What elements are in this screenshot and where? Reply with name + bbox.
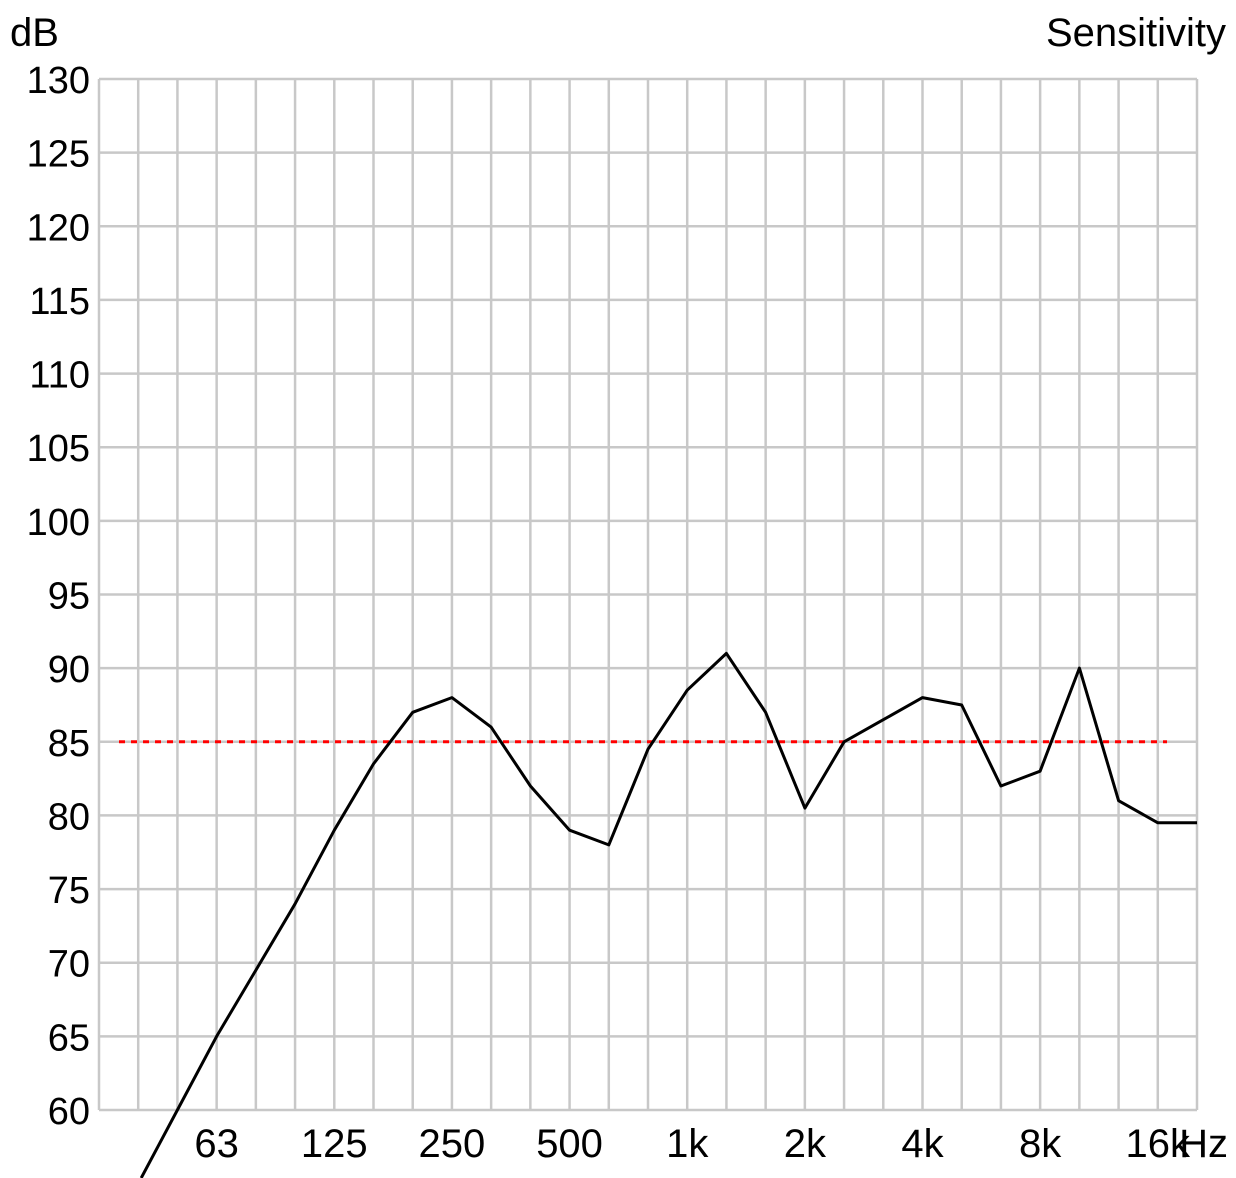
y-tick-label: 90 [48,649,90,691]
x-tick-label: 250 [419,1122,486,1166]
x-tick-label: 1k [666,1122,709,1166]
y-axis-label: dB [10,11,59,55]
y-tick-label: 80 [48,796,90,838]
y-tick-label: 70 [48,944,90,986]
y-tick-label: 110 [29,355,90,397]
y-tick-label: 100 [27,502,90,544]
horizontal-gridlines [99,77,1197,1112]
x-tick-label: 8k [1019,1122,1062,1166]
x-tick-label: 4k [901,1122,944,1166]
x-axis-unit-label: Hz [1179,1122,1228,1166]
x-tick-label: 125 [301,1122,368,1166]
y-tick-label: 95 [48,576,90,618]
y-tick-label: 75 [48,870,90,912]
x-tick-labels: 63 125 250 500 1k 2k 4k 8k 16k [194,1122,1191,1166]
y-tick-label: 60 [48,1091,90,1133]
y-tick-label: 125 [27,134,90,176]
y-tick-labels: 60 65 70 75 80 85 90 95 100 105 110 115 120 125 130 [27,60,90,1133]
y-tick-label: 130 [27,60,90,102]
y-tick-label: 105 [27,428,90,470]
y-tick-label: 115 [29,281,90,323]
x-tick-label: 2k [784,1122,827,1166]
x-tick-label: 16k [1126,1122,1191,1166]
x-tick-label: 500 [536,1122,603,1166]
x-tick-label: 63 [194,1122,239,1166]
y-tick-label: 85 [48,723,90,765]
y-tick-label: 120 [27,207,90,249]
y-tick-label: 65 [48,1017,90,1059]
chart-title: Sensitivity [1046,11,1226,55]
sensitivity-series-line [139,651,1197,1178]
